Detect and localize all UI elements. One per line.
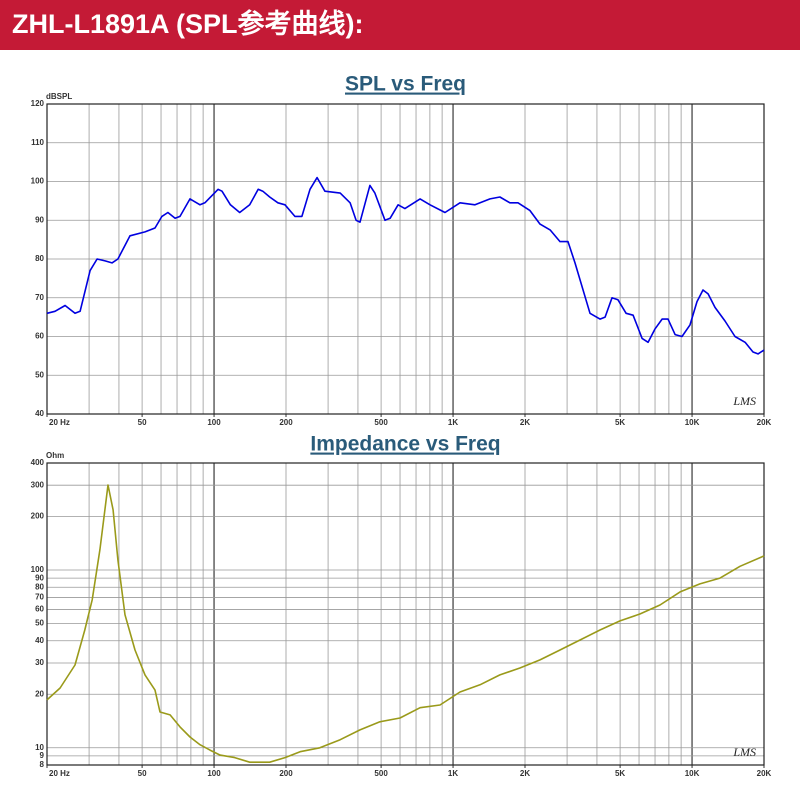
y-tick-label: 60 [35,332,44,341]
x-tick-label: 50 [138,418,147,427]
watermark: LMS [732,745,756,759]
x-tick-label: 10K [685,769,700,778]
y-tick-label: 70 [35,593,44,602]
plot-area [47,463,764,765]
chart-title: SPL vs Freq [345,73,466,96]
header-bar [0,0,800,50]
plot-frame [46,103,765,415]
x-tick-label: 50 [138,769,147,778]
chart-title: Impedance vs Freq [310,433,500,456]
x-tick-label: 10K [685,418,700,427]
x-tick-label: 20 Hz [49,418,70,427]
y-tick-label: 50 [35,370,44,379]
x-tick-label: 200 [279,769,293,778]
y-tick-label: 120 [31,99,45,108]
y-tick-label: 90 [35,215,44,224]
x-tick-label: 20 Hz [49,769,70,778]
watermark: LMS [732,394,756,408]
x-tick-label: 1K [448,769,458,778]
y-tick-label: 20 [35,689,44,698]
x-tick-label: 500 [374,418,388,427]
y-tick-label: 8 [40,760,45,769]
y-tick-label: 90 [35,573,44,582]
y-axis-label: Ohm [46,451,64,460]
y-tick-label: 40 [35,409,44,418]
y-tick-label: 110 [31,138,44,147]
x-tick-label: 2K [520,418,530,427]
x-tick-label: 20K [757,769,772,778]
x-tick-label: 100 [207,418,221,427]
x-tick-label: 100 [207,769,221,778]
y-tick-label: 70 [35,293,44,302]
y-tick-label: 10 [35,743,44,752]
y-tick-label: 40 [35,636,44,645]
y-tick-label: 60 [35,605,44,614]
y-tick-label: 100 [31,177,45,186]
x-tick-label: 1K [448,418,458,427]
y-tick-label: 30 [35,658,44,667]
curve [46,176,765,355]
y-tick-label: 50 [35,619,44,628]
x-tick-label: 500 [374,769,388,778]
x-tick-label: 5K [615,769,625,778]
y-tick-label: 80 [35,254,44,263]
y-tick-label: 300 [31,480,45,489]
y-tick-label: 80 [35,582,44,591]
x-tick-label: 2K [520,769,530,778]
y-tick-label: 100 [31,565,45,574]
header-title: ZHL-L1891A (SPL参考曲线): [12,8,364,39]
curve [46,484,765,763]
plot-frame [46,462,765,766]
x-tick-label: 5K [615,418,625,427]
y-tick-label: 9 [40,751,45,760]
y-tick-label: 200 [31,512,45,521]
x-tick-label: 200 [279,418,293,427]
y-tick-label: 400 [31,458,45,467]
y-axis-label: dBSPL [46,92,72,101]
x-tick-label: 20K [757,418,772,427]
